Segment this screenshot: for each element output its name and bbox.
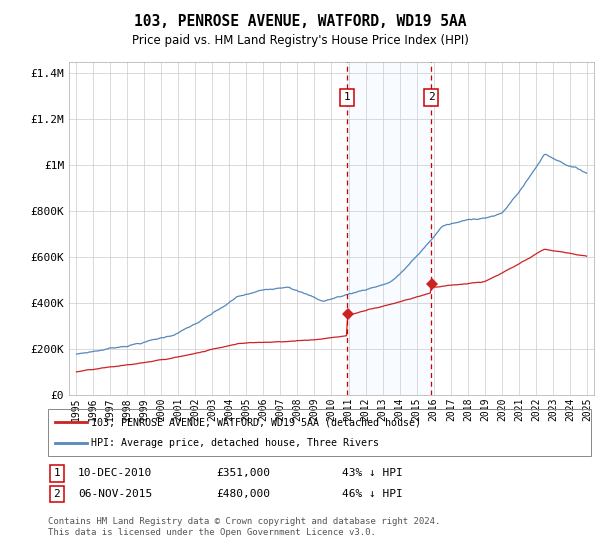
- Text: 06-NOV-2015: 06-NOV-2015: [78, 489, 152, 499]
- Text: 103, PENROSE AVENUE, WATFORD, WD19 5AA (detached house): 103, PENROSE AVENUE, WATFORD, WD19 5AA (…: [91, 417, 421, 427]
- Text: 2: 2: [53, 489, 61, 499]
- Text: £480,000: £480,000: [216, 489, 270, 499]
- Text: £351,000: £351,000: [216, 468, 270, 478]
- Text: Price paid vs. HM Land Registry's House Price Index (HPI): Price paid vs. HM Land Registry's House …: [131, 34, 469, 46]
- Text: 1: 1: [344, 92, 350, 102]
- Text: 1: 1: [53, 468, 61, 478]
- Text: 46% ↓ HPI: 46% ↓ HPI: [342, 489, 403, 499]
- Text: HPI: Average price, detached house, Three Rivers: HPI: Average price, detached house, Thre…: [91, 438, 379, 448]
- Bar: [347, 62, 431, 395]
- Text: 10-DEC-2010: 10-DEC-2010: [78, 468, 152, 478]
- Text: 103, PENROSE AVENUE, WATFORD, WD19 5AA: 103, PENROSE AVENUE, WATFORD, WD19 5AA: [134, 14, 466, 29]
- Text: 43% ↓ HPI: 43% ↓ HPI: [342, 468, 403, 478]
- Text: Contains HM Land Registry data © Crown copyright and database right 2024.
This d: Contains HM Land Registry data © Crown c…: [48, 517, 440, 537]
- Text: 2: 2: [428, 92, 434, 102]
